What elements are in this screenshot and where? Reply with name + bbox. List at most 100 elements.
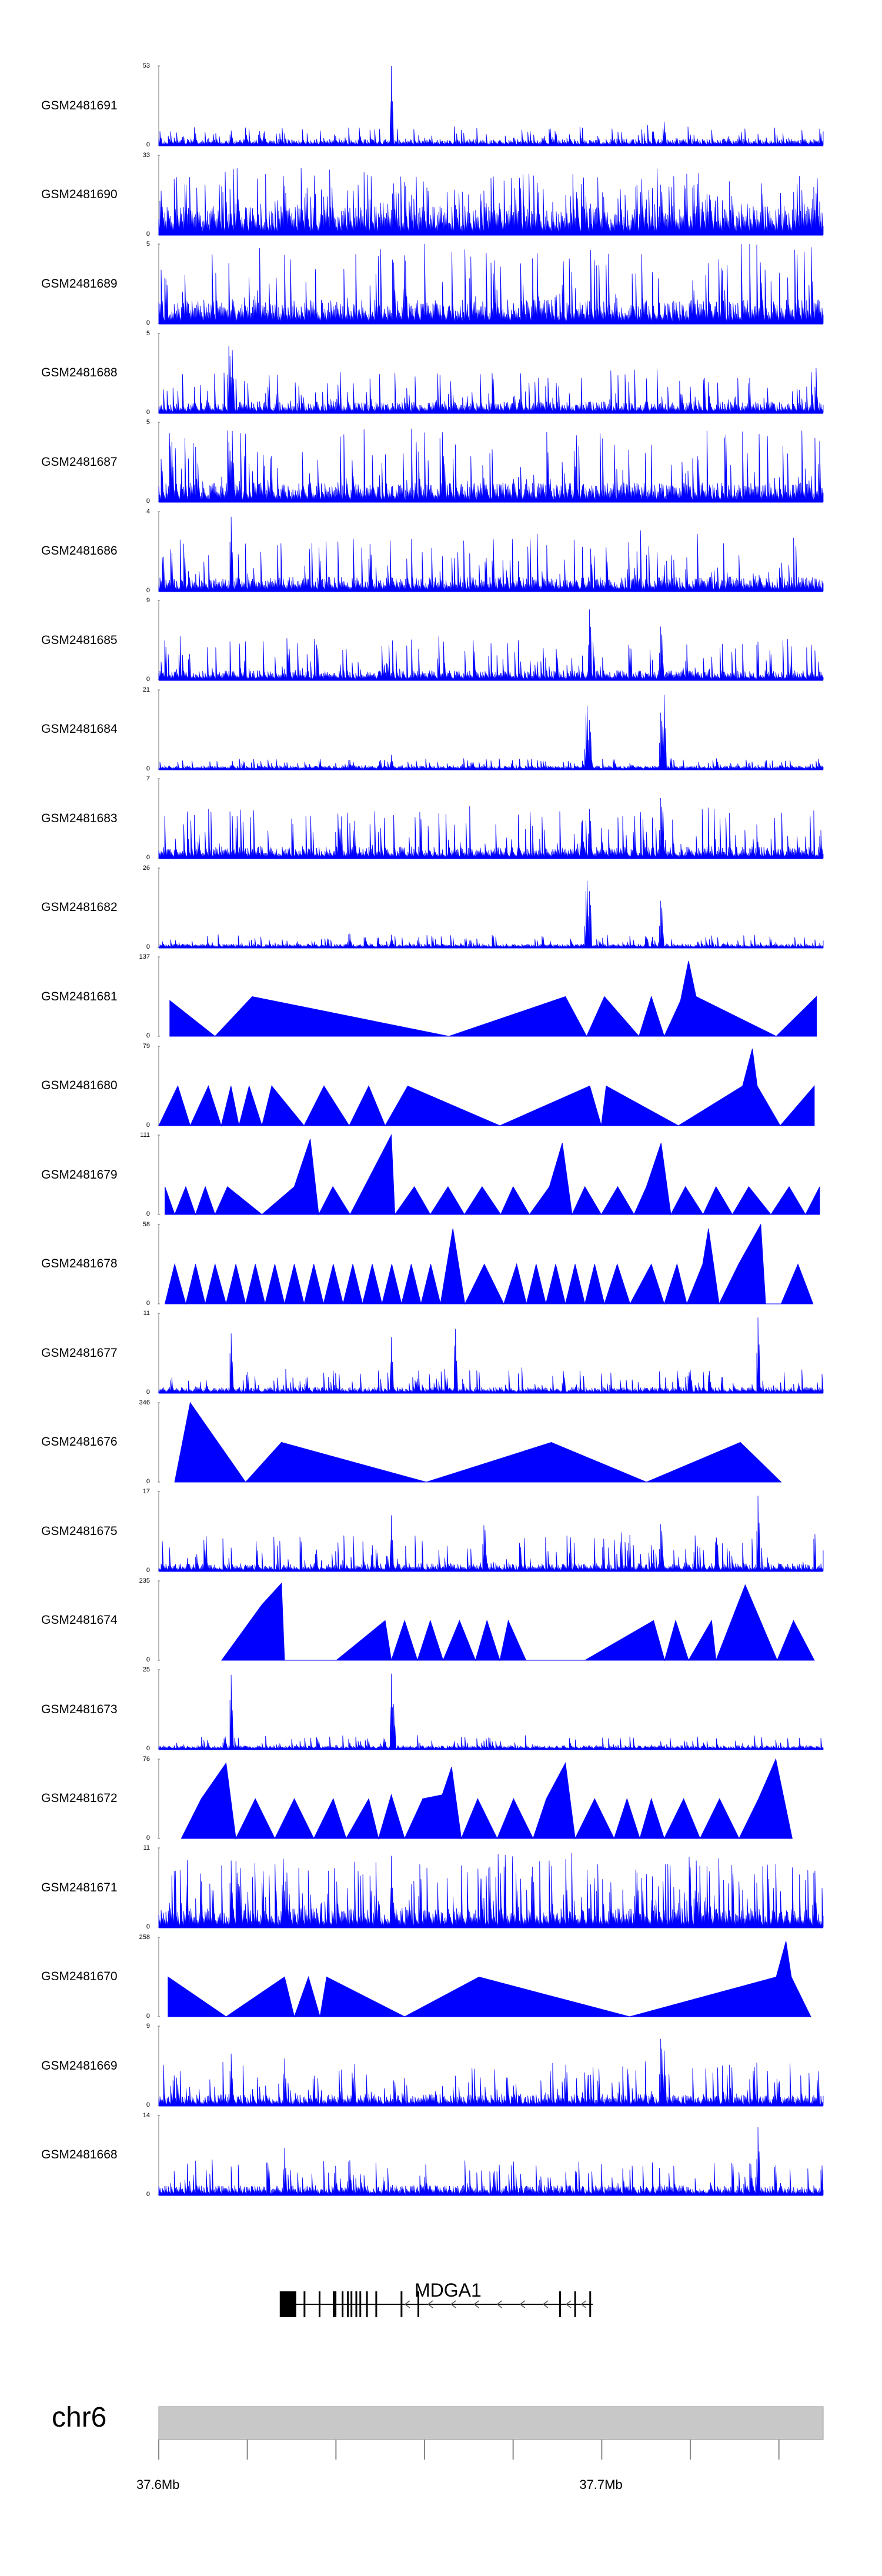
strand-chevron <box>496 2300 503 2308</box>
track-plot <box>158 689 824 770</box>
track-y-axis <box>158 689 160 769</box>
chromosome-axis <box>158 2406 824 2460</box>
axis-tick-label: 37.7Mb <box>579 2477 623 2492</box>
signal-area <box>165 1134 820 1216</box>
track-plot <box>158 155 824 235</box>
signal-area <box>169 960 817 1037</box>
strand-chevron <box>565 2300 572 2308</box>
signal-area <box>158 346 824 413</box>
axis-tick-label: 37.6Mb <box>136 2477 180 2492</box>
track-plot <box>158 867 824 949</box>
signal-area <box>158 516 824 591</box>
track-plot <box>158 243 824 325</box>
track-label: GSM2481687 <box>41 455 118 469</box>
track-label: GSM2481673 <box>41 1702 118 1716</box>
track-label: GSM2481676 <box>41 1435 118 1449</box>
track-y-axis <box>158 1224 160 1304</box>
track-plot <box>158 1402 782 1483</box>
track-y-axis <box>158 600 160 680</box>
track-plot <box>158 778 824 859</box>
track-y-axis <box>158 1134 160 1215</box>
track-label: GSM2481674 <box>41 1613 118 1627</box>
track-y-axis <box>158 1580 160 1660</box>
track-plot <box>158 422 824 503</box>
track-label: GSM2481684 <box>41 722 118 736</box>
track-plot <box>158 1046 815 1127</box>
track-ymin-label: 0 <box>146 854 150 861</box>
track-ymin-label: 0 <box>146 230 150 238</box>
track-ymin-label: 0 <box>146 1032 150 1039</box>
gene-exon <box>400 2291 403 2317</box>
track-plot <box>158 956 817 1037</box>
track-ymax-label: 7 <box>146 775 150 782</box>
track-y-axis <box>158 867 160 947</box>
track-ymax-label: 14 <box>142 2111 150 2119</box>
signal-area <box>158 609 824 680</box>
track-y-axis <box>158 1937 160 2017</box>
track-ymin-label: 0 <box>146 1923 150 1930</box>
track-label: GSM2481669 <box>41 2058 118 2073</box>
gene-exon <box>559 2291 562 2317</box>
track-ymin-label: 0 <box>146 1567 150 1574</box>
track-plot <box>158 2026 824 2107</box>
gene-exon <box>333 2291 335 2317</box>
track-ymax-label: 11 <box>143 1844 150 1851</box>
signal-area <box>158 1853 824 1928</box>
track-ymin-label: 0 <box>146 2101 150 2108</box>
track-ymax-label: 21 <box>142 686 150 693</box>
gene-exon <box>350 2291 353 2317</box>
track-ymax-label: 137 <box>139 953 150 960</box>
gene-label: MDGA1 <box>415 2280 482 2301</box>
track-y-axis <box>158 1759 160 1838</box>
track-ymax-label: 4 <box>146 508 150 515</box>
track-y-axis <box>158 511 160 591</box>
track-ymin-label: 0 <box>146 498 150 505</box>
track-y-axis <box>158 1491 160 1571</box>
track-y-axis <box>158 1669 160 1750</box>
strand-chevron <box>473 2300 479 2308</box>
track-ymax-label: 33 <box>142 151 150 159</box>
signal-area <box>158 880 824 949</box>
gene-exon <box>589 2291 592 2317</box>
signal-area <box>221 1582 815 1661</box>
track-ymax-label: 346 <box>139 1399 150 1406</box>
track-plot <box>158 1491 824 1572</box>
track-label: GSM2481675 <box>41 1524 118 1538</box>
track-y-axis <box>158 1046 160 1126</box>
signal-area <box>181 1757 793 1840</box>
gene-exon <box>355 2291 358 2317</box>
track-ymax-label: 25 <box>142 1666 150 1673</box>
signal-area <box>158 168 824 235</box>
chromosome-band <box>158 2406 824 2440</box>
track-plot <box>158 333 824 413</box>
track-label: GSM2481679 <box>41 1167 118 1182</box>
gene-annotation <box>0 2270 882 2341</box>
track-plot <box>158 65 824 146</box>
track-label: GSM2481668 <box>41 2148 118 2161</box>
track-y-axis <box>158 1313 160 1393</box>
track-ymin-label: 0 <box>146 1477 150 1485</box>
track-ymin-label: 0 <box>146 943 150 950</box>
track-label: GSM2481672 <box>41 1791 118 1805</box>
track-ymax-label: 9 <box>146 597 150 604</box>
chromosome-label: chr6 <box>52 2402 107 2433</box>
gene-exon <box>574 2291 576 2317</box>
track-ymin-label: 0 <box>146 1210 150 1217</box>
track-plot <box>158 1580 815 1661</box>
track-label: GSM2481685 <box>41 633 118 647</box>
signal-area <box>158 1048 815 1127</box>
track-plot <box>158 1134 820 1216</box>
strand-chevron <box>427 2300 433 2308</box>
track-ymax-label: 53 <box>142 62 150 69</box>
track-label: GSM2481683 <box>41 811 118 825</box>
track-label: GSM2481670 <box>41 1970 118 1983</box>
track-ymin-label: 0 <box>146 2190 150 2198</box>
track-y-axis <box>158 2026 160 2106</box>
strand-chevron <box>404 2300 410 2308</box>
track-label: GSM2481678 <box>41 1257 118 1270</box>
track-label: GSM2481680 <box>41 1079 118 1092</box>
track-label: GSM2481690 <box>41 188 118 201</box>
track-ymin-label: 0 <box>146 1834 150 1841</box>
track-plot <box>158 1669 824 1750</box>
